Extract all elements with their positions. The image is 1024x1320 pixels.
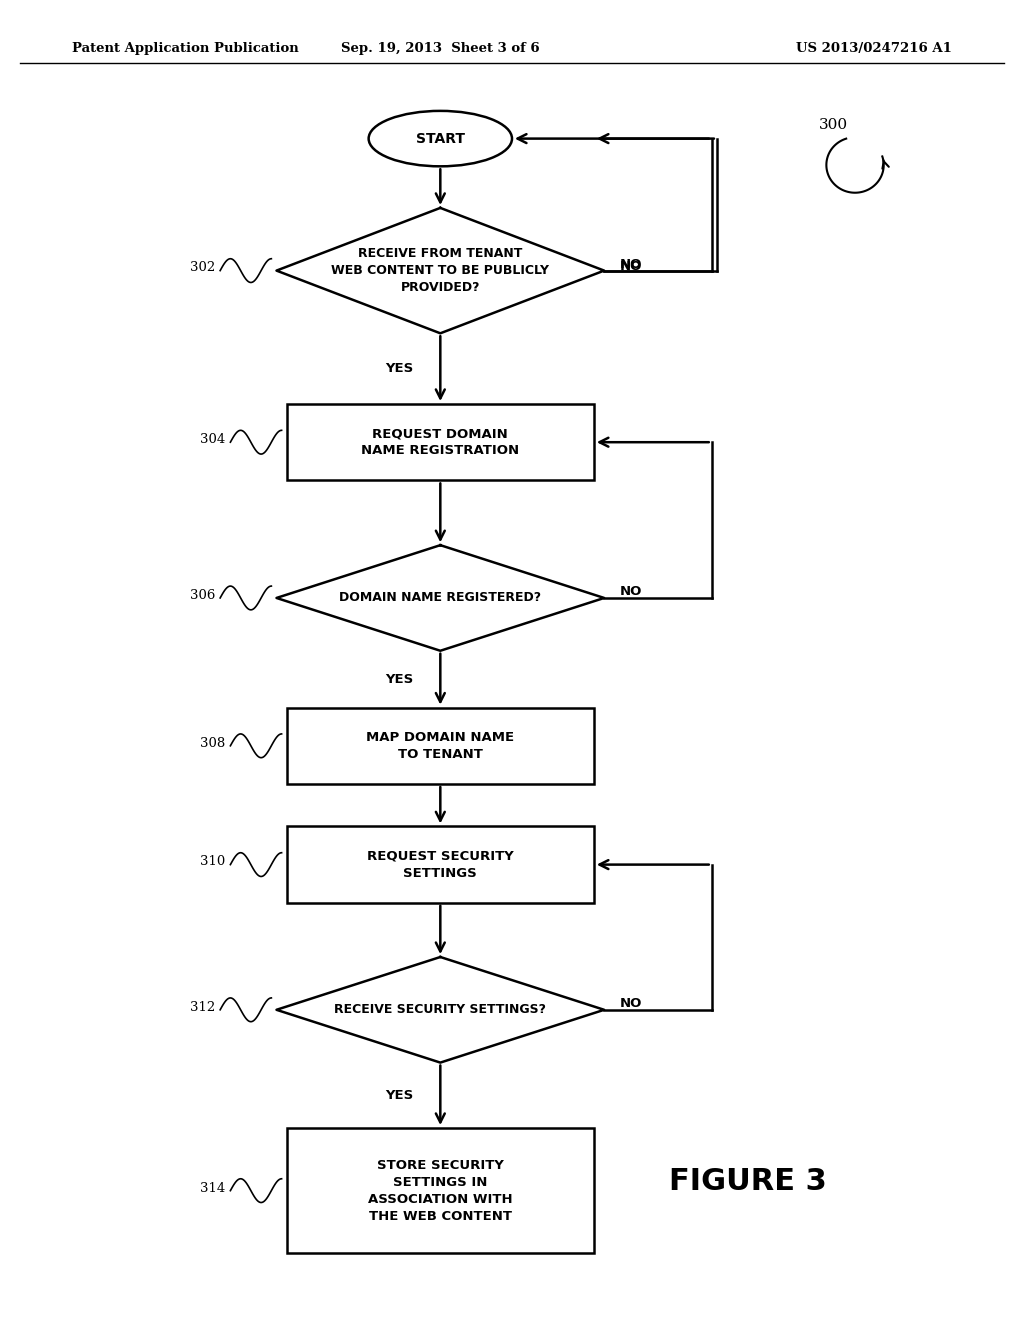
Text: NO: NO xyxy=(620,260,642,273)
Text: Patent Application Publication: Patent Application Publication xyxy=(72,42,298,55)
Text: DOMAIN NAME REGISTERED?: DOMAIN NAME REGISTERED? xyxy=(339,591,542,605)
Text: 314: 314 xyxy=(200,1181,225,1195)
Text: 310: 310 xyxy=(200,855,225,869)
Bar xyxy=(287,708,594,784)
Bar xyxy=(287,1127,594,1254)
Text: NO: NO xyxy=(620,585,642,598)
Text: 312: 312 xyxy=(189,1001,215,1014)
Text: NO: NO xyxy=(620,997,642,1010)
Text: YES: YES xyxy=(385,362,414,375)
Text: YES: YES xyxy=(385,673,414,685)
Text: 302: 302 xyxy=(189,261,215,275)
Text: REQUEST DOMAIN
NAME REGISTRATION: REQUEST DOMAIN NAME REGISTRATION xyxy=(361,428,519,457)
Text: NO: NO xyxy=(620,257,642,271)
Text: REQUEST SECURITY
SETTINGS: REQUEST SECURITY SETTINGS xyxy=(367,850,514,879)
Text: 308: 308 xyxy=(200,737,225,750)
Text: STORE SECURITY
SETTINGS IN
ASSOCIATION WITH
THE WEB CONTENT: STORE SECURITY SETTINGS IN ASSOCIATION W… xyxy=(368,1159,513,1222)
Bar xyxy=(287,826,594,903)
Polygon shape xyxy=(276,545,604,651)
Text: 304: 304 xyxy=(200,433,225,446)
Text: 306: 306 xyxy=(189,589,215,602)
Bar xyxy=(287,404,594,480)
Polygon shape xyxy=(276,207,604,333)
Text: US 2013/0247216 A1: US 2013/0247216 A1 xyxy=(797,42,952,55)
Text: RECEIVE FROM TENANT
WEB CONTENT TO BE PUBLICLY
PROVIDED?: RECEIVE FROM TENANT WEB CONTENT TO BE PU… xyxy=(332,247,549,294)
Text: YES: YES xyxy=(385,1089,414,1102)
Text: START: START xyxy=(416,132,465,145)
Text: Sep. 19, 2013  Sheet 3 of 6: Sep. 19, 2013 Sheet 3 of 6 xyxy=(341,42,540,55)
Text: FIGURE 3: FIGURE 3 xyxy=(669,1167,826,1196)
Text: RECEIVE SECURITY SETTINGS?: RECEIVE SECURITY SETTINGS? xyxy=(334,1003,547,1016)
Text: MAP DOMAIN NAME
TO TENANT: MAP DOMAIN NAME TO TENANT xyxy=(367,731,514,760)
Polygon shape xyxy=(276,957,604,1063)
Text: 300: 300 xyxy=(819,119,848,132)
